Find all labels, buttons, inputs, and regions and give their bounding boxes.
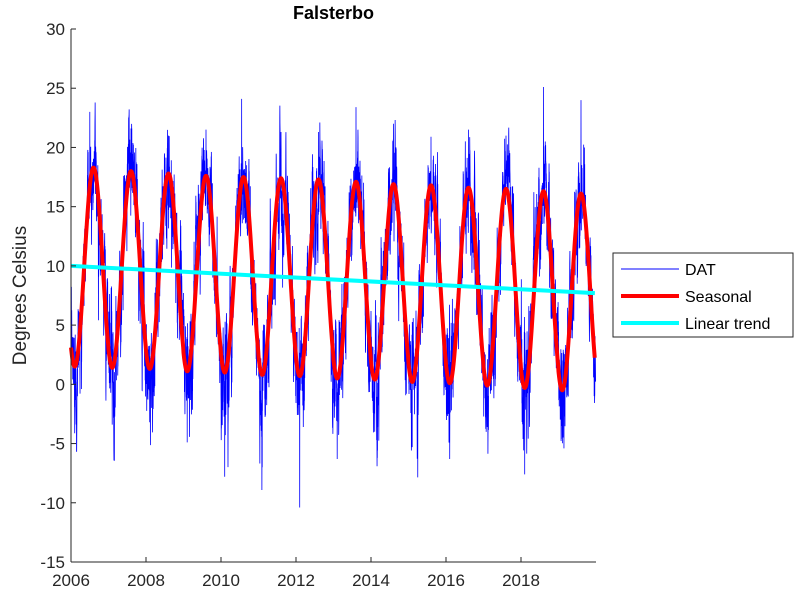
chart-title: Falsterbo [293, 3, 374, 23]
series-linear-trend-line [70, 263, 595, 296]
y-tick-label: 20 [46, 138, 65, 157]
series-layer [69, 87, 597, 508]
y-tick-label: 30 [46, 20, 65, 39]
y-tick-label: 5 [56, 316, 65, 335]
x-tick-label: 2014 [352, 571, 390, 590]
y-tick-label: -10 [40, 494, 65, 513]
x-tick-label: 2010 [202, 571, 240, 590]
x-tick-label: 2006 [52, 571, 90, 590]
x-tick-label: 2016 [427, 571, 465, 590]
y-tick-label: 0 [56, 375, 65, 394]
y-tick-label: -5 [50, 435, 65, 454]
y-axis-label: Degrees Celsius [10, 226, 31, 365]
series-seasonal-line [69, 165, 597, 393]
y-tick-label: 15 [46, 198, 65, 217]
y-tick-label: 25 [46, 79, 65, 98]
legend-label: DAT [685, 262, 716, 279]
x-tick-label: 2008 [127, 571, 165, 590]
axes-layer: -15 -10 -5 0 5 10 15 20 25 30 2006 2008 2010 2012 2014… [40, 20, 596, 590]
y-tick-label: 10 [46, 257, 65, 276]
plot-area: -15 -10 -5 0 5 10 15 20 25 30 2006 2008 2010 2012 2014… [40, 20, 597, 590]
x-tick-label: 2012 [277, 571, 315, 590]
y-tick-label: -15 [40, 553, 65, 572]
legend: DAT Seasonal Linear trend [612, 252, 794, 338]
legend-label: Seasonal [685, 289, 752, 306]
legend-label: Linear trend [685, 316, 770, 333]
x-tick-label: 2018 [502, 571, 540, 590]
